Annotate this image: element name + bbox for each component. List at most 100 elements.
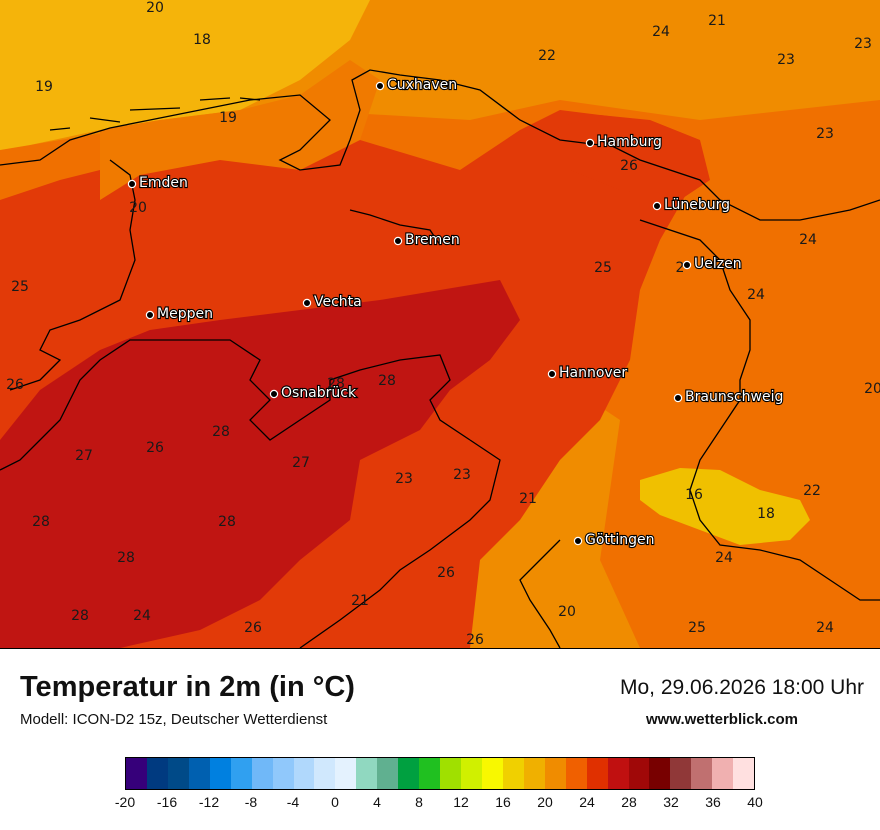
color-scale-bar [125, 757, 755, 790]
city-dot [393, 236, 403, 246]
temperature-value-label: 26 [6, 377, 24, 393]
city-dot [145, 310, 155, 320]
city-marker[interactable]: Osnabrück [269, 384, 358, 402]
coastline-and-borders [0, 69, 880, 648]
map-footer: Temperatur in 2m (in °C) Modell: ICON-D2… [0, 649, 880, 830]
color-scale-segment [649, 758, 671, 789]
temperature-field-20-22-coast [100, 60, 380, 200]
temperature-value-label: 21 [519, 491, 537, 507]
city-marker[interactable]: Vechta [302, 293, 363, 311]
city-label: Göttingen [585, 532, 655, 548]
color-scale-tick-label: 36 [705, 794, 721, 810]
city-label: Braunschweig [685, 389, 783, 405]
city-dot [585, 138, 595, 148]
color-scale-tick-label: 28 [621, 794, 637, 810]
temperature-value-label: 20 [864, 381, 880, 397]
color-scale-tick-label: 8 [415, 794, 423, 810]
city-dot [547, 369, 557, 379]
city-label: Osnabrück [281, 385, 357, 401]
color-scale-segment [314, 758, 336, 789]
city-label: Meppen [157, 306, 213, 322]
city-markers: Cuxhaven Hamburg Emden Lüneburg Bremen Uelzen… [127, 76, 784, 549]
city-marker[interactable]: Meppen [145, 305, 214, 323]
temperature-value-label: 23 [777, 52, 795, 68]
color-scale-segment [670, 758, 692, 789]
color-scale-segment [209, 758, 231, 789]
color-scale-segment [377, 758, 399, 789]
color-scale-tick-label: 12 [453, 794, 469, 810]
city-dot [682, 260, 692, 270]
city-marker[interactable]: Cuxhaven [375, 76, 458, 94]
temperature-value-label: 16 [685, 487, 703, 503]
temperature-value-label: 18 [193, 32, 211, 48]
color-scale-segment [712, 758, 734, 789]
color-scale-tick-label: 16 [495, 794, 511, 810]
temperature-value-label: 26 [146, 440, 164, 456]
temperature-value-label: 27 [75, 448, 93, 464]
color-scale-segment [126, 758, 147, 789]
color-scale-segment [146, 758, 168, 789]
temperature-field-16-18-se [640, 468, 810, 545]
forecast-datetime: Mo, 29.06.2026 18:00 Uhr [619, 676, 864, 699]
temperature-value-label: 24 [747, 287, 765, 303]
city-marker[interactable]: Uelzen [682, 255, 743, 273]
temperature-value-label: 24 [652, 24, 670, 40]
temperature-map[interactable]: 20 18 21 24 23 22 23 19 19 23 26 20 24 25 2 25 24 28 28 26 2… [0, 0, 880, 649]
color-scale-segment [628, 758, 650, 789]
temperature-value-label: 25 [11, 279, 29, 295]
color-scale-segment [335, 758, 357, 789]
color-scale-segment [167, 758, 189, 789]
color-scale-tick-label: 20 [537, 794, 553, 810]
city-marker[interactable]: Bremen [393, 231, 461, 249]
city-marker[interactable]: Emden [127, 174, 189, 192]
city-label: Hamburg [597, 134, 662, 150]
city-dot [652, 201, 662, 211]
color-scale-tick-label: 40 [747, 794, 763, 810]
city-marker[interactable]: Göttingen [573, 531, 656, 549]
temperature-value-label: 19 [219, 110, 237, 126]
color-scale-segment [691, 758, 713, 789]
city-marker[interactable]: Hamburg [585, 133, 663, 151]
city-label: Cuxhaven [387, 77, 457, 93]
color-scale-segment [586, 758, 608, 789]
temperature-value-label: 2 [676, 260, 685, 276]
temperature-value-label: 20 [129, 200, 147, 216]
city-marker[interactable]: Braunschweig [673, 388, 784, 406]
color-scale-segment [272, 758, 294, 789]
city-dot [302, 298, 312, 308]
color-scale-segment [440, 758, 461, 789]
website-link[interactable]: www.wetterblick.com [646, 711, 798, 728]
map-title: Temperatur in 2m (in °C) [20, 671, 355, 703]
temperature-value-label: 18 [757, 506, 775, 522]
color-scale-tick-label: -4 [286, 794, 300, 810]
color-scale-segment [481, 758, 503, 789]
city-label: Lüneburg [664, 197, 730, 213]
temperature-value-label: 23 [453, 467, 471, 483]
color-scale-segment [251, 758, 273, 789]
temperature-field-26-28-ne [550, 115, 710, 200]
city-marker[interactable]: Hannover [547, 364, 628, 382]
temperature-value-label: 26 [620, 158, 638, 174]
city-marker[interactable]: Lüneburg [652, 196, 731, 214]
city-label: Bremen [405, 232, 460, 248]
city-dot [269, 389, 279, 399]
color-scale-segment [398, 758, 420, 789]
map-canvas: 20 18 21 24 23 22 23 19 19 23 26 20 24 25 2 25 24 28 28 26 2… [0, 0, 880, 648]
color-scale-segment [607, 758, 629, 789]
color-scale-tick-label: 0 [331, 794, 339, 810]
color-scale-tick-label: -8 [244, 794, 258, 810]
temperature-field-28-30 [0, 280, 520, 648]
city-dot [673, 393, 683, 403]
model-info: Modell: ICON-D2 15z, Deutscher Wetterdie… [20, 711, 328, 728]
temperature-value-label: 20 [146, 0, 164, 16]
temperature-value-label: 28 [218, 514, 236, 530]
city-dot [375, 81, 385, 91]
color-scale-ticks: -20 -16 -12 -8 -4 0 4 8 12 16 20 24 28 32 36 40 [115, 794, 763, 814]
city-label: Vechta [314, 294, 362, 310]
color-scale-tick-label: -16 [156, 794, 178, 810]
city-dot [127, 179, 137, 189]
temperature-value-label: 22 [538, 48, 556, 64]
color-scale-tick-label: 32 [663, 794, 679, 810]
temperature-value-label: 28 [378, 373, 396, 389]
temperature-value-label: 25 [594, 260, 612, 276]
